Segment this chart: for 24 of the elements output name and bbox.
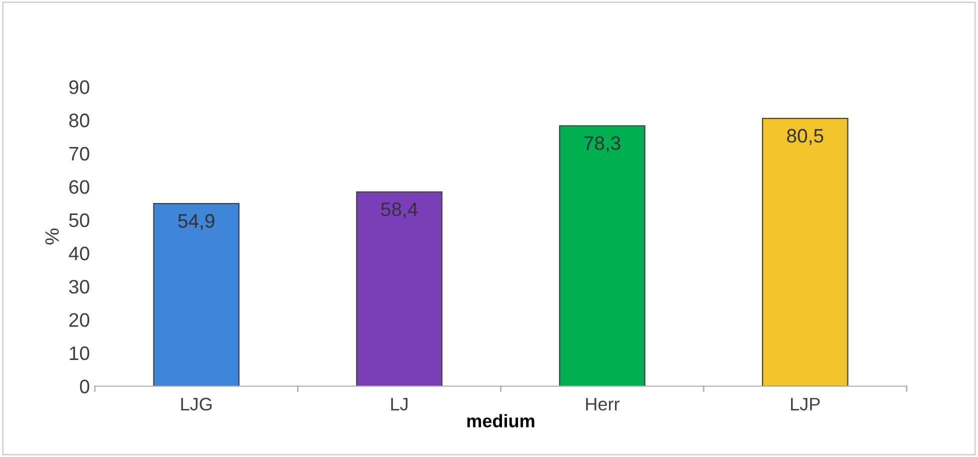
data-label: 58,4 — [381, 202, 418, 218]
data-label: 80,5 — [787, 128, 824, 145]
x-tick-label: Herr — [586, 398, 620, 411]
y-tick-label: 90 — [69, 80, 90, 94]
bar — [153, 203, 240, 386]
y-tick-label: 70 — [69, 146, 90, 161]
y-tick-label: 30 — [69, 280, 90, 294]
x-tick-label: LJ — [391, 398, 408, 411]
y-tick-label: 60 — [69, 180, 90, 194]
y-tick-label: 50 — [69, 213, 90, 228]
y-tick-label: 40 — [68, 246, 90, 260]
bar — [559, 125, 646, 386]
x-axis-title: medium — [467, 414, 534, 428]
bar — [356, 191, 442, 386]
x-tick-label: LJG — [181, 398, 212, 411]
y-axis-title: % — [45, 228, 59, 244]
y-tick-label: 0 — [80, 380, 90, 394]
y-tick-label: 10 — [70, 346, 90, 360]
y-tick-label: 80 — [69, 114, 90, 128]
x-tick-label: LJP — [791, 398, 820, 411]
data-label: 78,3 — [584, 136, 620, 152]
data-label: 54,9 — [178, 214, 214, 230]
y-tick-label: 20 — [69, 313, 90, 327]
bar — [762, 118, 848, 386]
